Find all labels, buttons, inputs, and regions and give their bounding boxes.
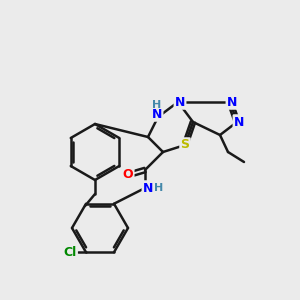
Text: O: O — [123, 169, 133, 182]
Text: N: N — [143, 182, 153, 194]
Text: N: N — [227, 95, 237, 109]
Text: H: H — [154, 183, 164, 193]
Text: S: S — [181, 139, 190, 152]
Text: N: N — [175, 95, 185, 109]
Text: N: N — [234, 116, 244, 128]
Text: Cl: Cl — [63, 246, 76, 259]
Text: H: H — [152, 100, 162, 110]
Text: N: N — [152, 107, 162, 121]
